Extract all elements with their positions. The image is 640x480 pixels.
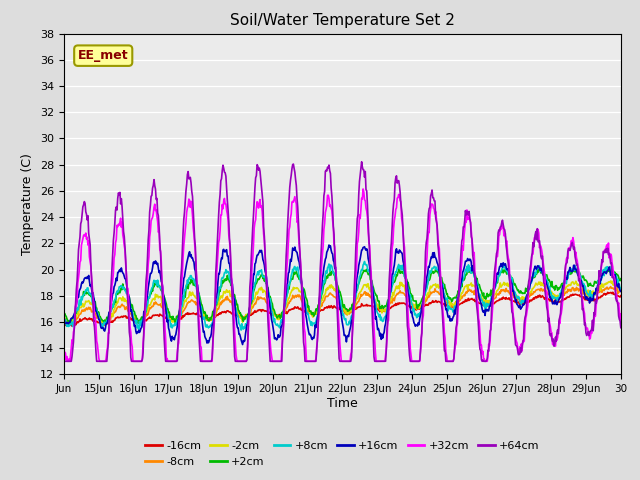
-16cm [228, 311, 236, 316]
-8cm [60, 318, 68, 324]
-2cm [277, 312, 285, 317]
-16cm [126, 315, 134, 321]
+16cm [401, 270, 409, 276]
+16cm [433, 257, 440, 263]
Legend: -16cm, -8cm, -2cm, +2cm, +8cm, +16cm, +32cm, +64cm: -16cm, -8cm, -2cm, +2cm, +8cm, +16cm, +3… [141, 437, 544, 471]
+2cm [401, 273, 408, 279]
-8cm [126, 311, 134, 317]
+16cm [125, 295, 133, 301]
+2cm [228, 287, 236, 292]
+64cm [276, 359, 284, 364]
+32cm [359, 186, 367, 192]
+32cm [401, 260, 409, 266]
+2cm [607, 264, 615, 270]
-8cm [228, 302, 236, 308]
+32cm [277, 359, 285, 364]
+16cm [617, 288, 625, 294]
-2cm [432, 281, 440, 287]
+2cm [277, 314, 285, 320]
+8cm [125, 299, 133, 305]
+16cm [277, 324, 285, 329]
+8cm [228, 283, 236, 288]
+2cm [136, 321, 143, 326]
+64cm [60, 359, 68, 364]
Y-axis label: Temperature (C): Temperature (C) [22, 153, 35, 255]
Line: +8cm: +8cm [64, 262, 621, 330]
-2cm [401, 283, 408, 289]
+64cm [255, 165, 263, 171]
+2cm [617, 276, 625, 282]
+16cm [239, 342, 246, 348]
-2cm [60, 313, 68, 319]
-8cm [67, 321, 75, 327]
-16cm [609, 289, 617, 295]
-8cm [256, 296, 264, 301]
-2cm [617, 285, 625, 291]
Text: EE_met: EE_met [78, 49, 129, 62]
-16cm [60, 322, 68, 327]
+8cm [277, 317, 285, 323]
+8cm [361, 259, 369, 264]
+32cm [228, 286, 236, 291]
Line: -2cm: -2cm [64, 281, 621, 324]
Line: +64cm: +64cm [64, 162, 621, 361]
-2cm [228, 296, 236, 301]
+64cm [401, 260, 408, 265]
+2cm [432, 266, 440, 272]
-16cm [68, 323, 76, 329]
+8cm [617, 286, 625, 291]
+2cm [256, 275, 264, 280]
-16cm [277, 312, 285, 317]
+32cm [433, 216, 440, 221]
-8cm [607, 284, 614, 289]
-2cm [256, 286, 264, 291]
+32cm [617, 312, 625, 317]
-8cm [432, 288, 440, 294]
+32cm [64, 359, 72, 364]
-16cm [617, 293, 625, 299]
+16cm [325, 242, 333, 248]
-2cm [102, 321, 110, 326]
Line: -8cm: -8cm [64, 287, 621, 324]
Line: +32cm: +32cm [64, 189, 621, 361]
+64cm [617, 325, 625, 331]
+8cm [256, 269, 264, 275]
-16cm [256, 307, 264, 312]
Title: Soil/Water Temperature Set 2: Soil/Water Temperature Set 2 [230, 13, 455, 28]
+64cm [358, 159, 365, 165]
+16cm [256, 248, 264, 253]
+64cm [228, 284, 236, 289]
-2cm [607, 278, 614, 284]
+32cm [256, 197, 264, 203]
+16cm [228, 278, 236, 284]
+16cm [60, 312, 68, 318]
+64cm [125, 329, 133, 335]
+2cm [125, 294, 133, 300]
+2cm [60, 312, 68, 318]
Line: +16cm: +16cm [64, 245, 621, 345]
X-axis label: Time: Time [327, 397, 358, 410]
-16cm [401, 300, 408, 306]
-8cm [617, 288, 625, 293]
+32cm [126, 324, 134, 330]
Line: -16cm: -16cm [64, 292, 621, 326]
-8cm [401, 291, 408, 297]
+8cm [237, 327, 245, 333]
-8cm [277, 313, 285, 319]
+8cm [401, 275, 409, 280]
+8cm [60, 319, 68, 324]
-2cm [126, 305, 134, 311]
+64cm [432, 215, 440, 221]
-16cm [432, 298, 440, 303]
Line: +2cm: +2cm [64, 267, 621, 324]
+8cm [433, 264, 440, 270]
+32cm [60, 348, 68, 353]
